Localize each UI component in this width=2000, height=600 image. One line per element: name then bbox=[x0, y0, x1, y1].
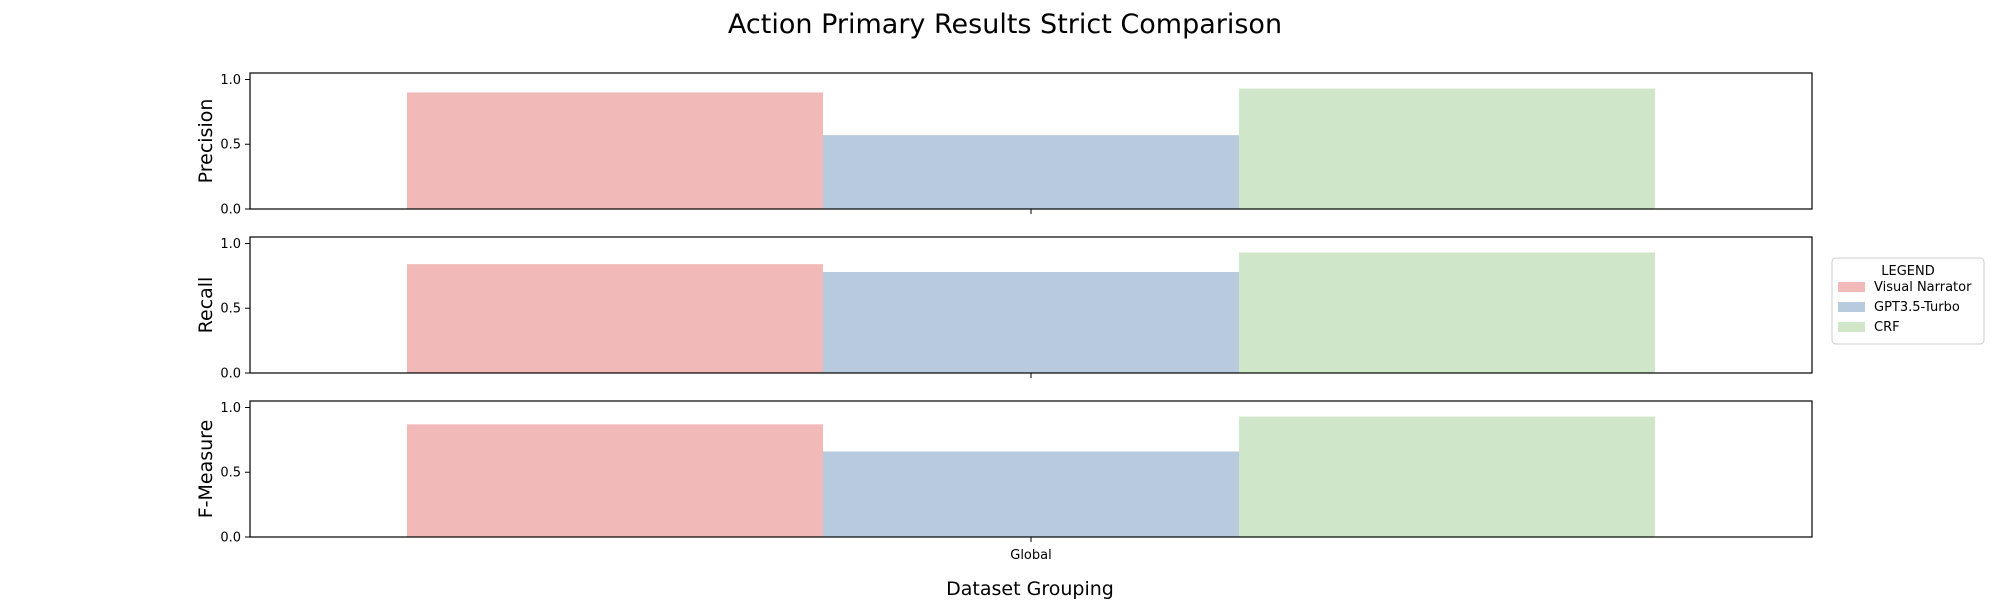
legend-swatch-gpt3-5-turbo bbox=[1838, 302, 1865, 312]
panel-recall: 0.0 0.5 1.0 Recall bbox=[195, 236, 1813, 382]
y-tick-label: 0.5 bbox=[220, 302, 241, 317]
legend-entry-visual-narrator: Visual Narrator bbox=[1874, 280, 1972, 295]
y-tick-label: 0.0 bbox=[220, 203, 241, 218]
legend-title: LEGEND bbox=[1881, 264, 1934, 279]
bar-precision-visual-narrator bbox=[407, 92, 823, 209]
bar-recall-visual-narrator bbox=[407, 264, 823, 373]
legend-entry-gpt3-5-turbo: GPT3.5-Turbo bbox=[1874, 300, 1960, 315]
legend-entry-crf: CRF bbox=[1874, 320, 1900, 335]
bar-recall-crf bbox=[1239, 252, 1655, 373]
bar-precision-crf bbox=[1239, 88, 1655, 209]
y-axis-label-f-measure: F-Measure bbox=[195, 420, 217, 519]
y-axis-label-precision: Precision bbox=[195, 99, 217, 184]
bar-f-measure-visual-narrator bbox=[407, 424, 823, 537]
legend-box bbox=[1831, 257, 1985, 345]
bar-f-measure-crf bbox=[1239, 416, 1655, 537]
bar-recall-gpt3-5-turbo bbox=[823, 271, 1239, 373]
y-tick-label: 1.0 bbox=[220, 237, 241, 252]
x-tick-label: Global bbox=[1010, 548, 1051, 563]
bar-f-measure-gpt3-5-turbo bbox=[823, 451, 1239, 537]
y-tick-label: 0.5 bbox=[220, 466, 241, 481]
y-tick-label: 0.0 bbox=[220, 367, 241, 382]
chart-title: Action Primary Results Strict Comparison bbox=[728, 9, 1282, 40]
y-tick-label: 1.0 bbox=[220, 401, 241, 416]
y-tick-label: 1.0 bbox=[220, 73, 241, 88]
panel-f-measure: 0.0 0.5 1.0F-Measure Global bbox=[195, 400, 1813, 563]
x-axis-label: Dataset Grouping bbox=[946, 578, 1114, 600]
y-tick-label: 0.5 bbox=[220, 138, 241, 153]
bar-precision-gpt3-5-turbo bbox=[823, 135, 1239, 209]
legend-swatch-crf bbox=[1838, 322, 1865, 332]
legend-swatch-visual-narrator bbox=[1838, 282, 1865, 292]
y-axis-label-recall: Recall bbox=[195, 277, 217, 334]
y-tick-label: 0.0 bbox=[220, 531, 241, 546]
panels: 0.00.51.0Precision0.00.51.0Recall0.00.51… bbox=[195, 72, 1813, 563]
